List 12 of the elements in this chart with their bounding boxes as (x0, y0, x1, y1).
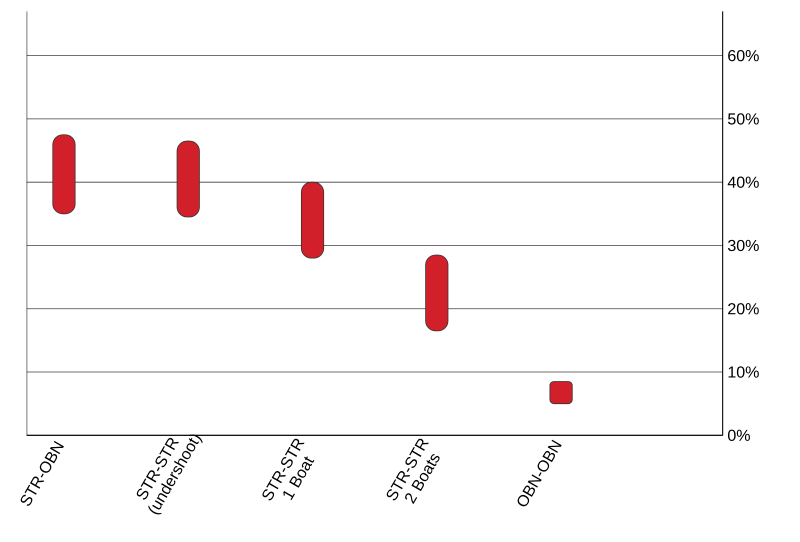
bar (425, 254, 448, 332)
y-tick-label: 40% (728, 176, 759, 188)
y-tick-label: 60% (728, 50, 759, 62)
y-tick-label: 0% (728, 430, 750, 441)
y-tick-label: 30% (728, 240, 759, 252)
y-tick-label: 50% (728, 113, 759, 125)
bar (52, 134, 76, 214)
bar (300, 182, 324, 259)
bar (550, 381, 573, 404)
bar (176, 140, 200, 218)
y-tick-label: 10% (728, 366, 759, 378)
y-tick-label: 20% (728, 303, 759, 314)
